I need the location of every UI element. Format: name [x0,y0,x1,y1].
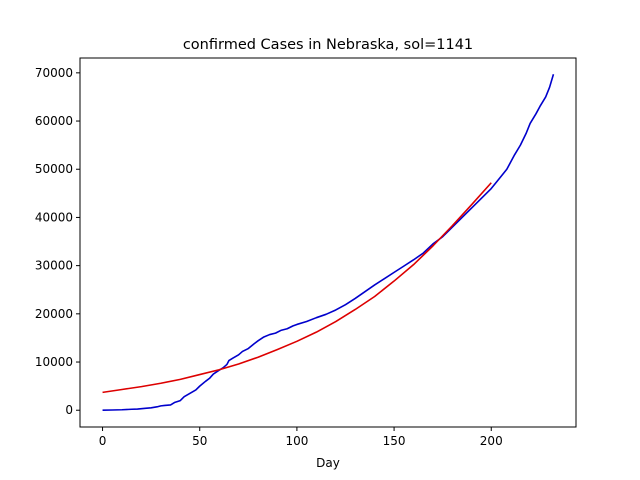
y-tick-label: 30000 [35,259,73,273]
x-axis: 0 50 100 150 200 [99,427,503,448]
series-line-2 [102,182,492,394]
x-tick-label: 150 [383,434,406,448]
x-axis-label: Day [316,456,340,470]
y-tick-label: 50000 [35,162,73,176]
y-tick-label: 0 [65,403,73,417]
y-tick-label: 40000 [35,210,73,224]
x-tick-label: 50 [192,434,207,448]
series-layer [102,74,555,412]
x-tick-label: 0 [99,434,107,448]
y-tick-label: 10000 [35,355,73,369]
y-tick-label: 60000 [35,114,73,128]
x-tick-label: 100 [285,434,308,448]
series-line-1 [102,74,555,412]
chart-title: confirmed Cases in Nebraska, sol=1141 [183,37,473,53]
x-tick-label: 200 [480,434,503,448]
plot-frame [79,57,577,428]
y-tick-label: 70000 [35,66,73,80]
y-axis: 0 10000 20000 30000 40000 50000 60000 70000 [35,66,80,417]
y-tick-label: 20000 [35,307,73,321]
